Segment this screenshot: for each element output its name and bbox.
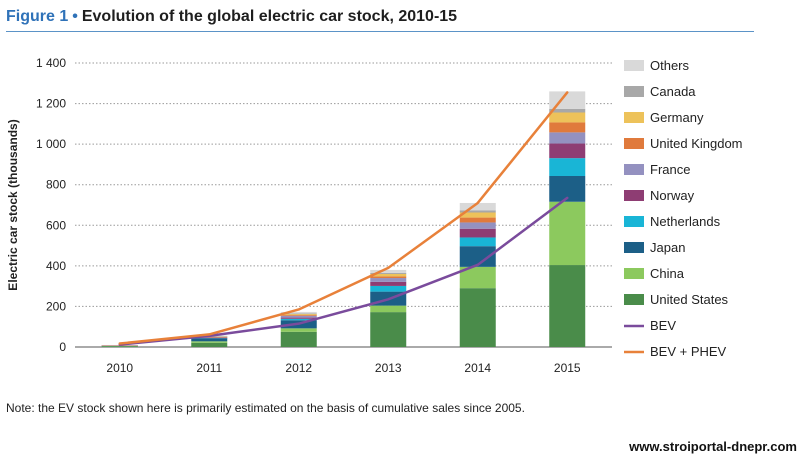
bar-segment	[459, 202, 496, 211]
bar-segment	[370, 278, 407, 282]
title-divider	[6, 31, 754, 32]
legend-label: Canada	[650, 84, 696, 99]
legend-label: United States	[650, 292, 729, 307]
bar-segment	[459, 217, 496, 223]
bar-segment	[370, 269, 407, 273]
x-tick-label: 2015	[554, 361, 581, 375]
legend-swatch	[624, 138, 644, 149]
legend-swatch	[624, 216, 644, 227]
bar-segment	[370, 272, 407, 274]
bar-segment	[191, 338, 228, 339]
bar-segment	[459, 228, 496, 238]
bar-segment	[191, 337, 228, 339]
figure-label: Figure 1	[6, 8, 69, 25]
bar-segment	[549, 112, 586, 123]
bar-segment	[280, 318, 317, 321]
bar-segment	[280, 328, 317, 332]
legend-label: Germany	[650, 110, 704, 125]
y-tick-label: 1 000	[36, 137, 66, 151]
legend-label: United Kingdom	[650, 136, 743, 151]
y-axis-label: Electric car stock (thousands)	[6, 119, 20, 290]
lines	[118, 91, 569, 346]
bar-segment	[370, 273, 407, 277]
bar-segment	[191, 336, 228, 338]
bar-segment	[549, 122, 586, 133]
legend-swatch	[624, 190, 644, 201]
x-axis-ticks: 2010 2011 2012 2013 2014 2015	[106, 361, 581, 375]
bar-segment	[191, 338, 228, 342]
series-line	[118, 91, 569, 345]
bars	[101, 91, 586, 347]
bar-segment	[549, 265, 586, 347]
legend-swatch	[624, 268, 644, 279]
y-tick-label: 600	[46, 218, 66, 232]
x-tick-label: 2014	[464, 361, 491, 375]
gridlines	[75, 62, 612, 348]
figure-title: Figure 1 • Evolution of the global electri…	[6, 6, 457, 28]
figure-bullet: •	[72, 8, 78, 25]
bar-segment	[370, 312, 407, 347]
chart-title: Evolution of the global electric car sto…	[81, 8, 458, 25]
legend-swatch	[624, 242, 644, 253]
bar-segment	[280, 331, 317, 347]
bar-segment	[280, 313, 317, 315]
bar-segment	[370, 276, 407, 279]
legend-swatch	[624, 294, 644, 305]
y-tick-label: 1 400	[36, 56, 66, 70]
bar-segment	[459, 212, 496, 218]
legend-label: Norway	[650, 188, 695, 203]
bar-segment	[459, 237, 496, 247]
bar-segment	[280, 314, 317, 316]
bar-segment	[191, 341, 228, 343]
bar-segment	[549, 143, 586, 159]
y-tick-label: 1 200	[36, 97, 66, 111]
legend-label: China	[650, 266, 685, 281]
x-tick-label: 2012	[285, 361, 312, 375]
bar-segment	[459, 246, 496, 267]
bar-segment	[280, 311, 317, 314]
bar-segment	[370, 305, 407, 313]
legend-label: Netherlands	[650, 214, 721, 229]
bar-segment	[549, 201, 586, 266]
y-tick-label: 800	[46, 178, 66, 192]
watermark: www.stroiportal-dnepr.com	[629, 439, 797, 454]
bar-segment	[280, 315, 317, 318]
legend-label: France	[650, 162, 690, 177]
bar-segment	[549, 132, 586, 144]
legend-swatch	[624, 86, 644, 97]
legend-swatch	[624, 112, 644, 123]
legend-label: Others	[650, 58, 690, 73]
legend-swatch	[624, 60, 644, 71]
bar-segment	[459, 222, 496, 229]
bar-segment	[459, 266, 496, 289]
figure-note: Note: the EV stock shown here is primari…	[6, 401, 525, 415]
bar-segment	[101, 345, 138, 347]
bar-segment	[280, 317, 317, 319]
legend-swatch	[624, 164, 644, 175]
legend-label: BEV + PHEV	[650, 344, 727, 359]
bar-segment	[191, 342, 228, 347]
y-tick-label: 200	[46, 299, 66, 313]
x-tick-label: 2013	[375, 361, 402, 375]
legend-label: BEV	[650, 318, 676, 333]
bar-segment	[549, 158, 586, 176]
y-axis-ticks: 0 200 400 600 800 1 000 1 200 1 400	[36, 56, 66, 354]
bar-segment	[101, 346, 138, 347]
bar-segment	[370, 281, 407, 286]
bar-segment	[370, 285, 407, 292]
series-line	[118, 196, 569, 346]
bar-segment	[549, 108, 586, 113]
bar-segment	[459, 210, 496, 213]
y-tick-label: 0	[59, 340, 66, 354]
x-tick-label: 2011	[196, 361, 222, 375]
legend: Others Canada Germany United Kingdom France N…	[624, 58, 743, 359]
legend-label: Japan	[650, 240, 685, 255]
bar-segment	[459, 288, 496, 347]
x-tick-label: 2010	[106, 361, 133, 375]
bar-segment	[280, 313, 317, 315]
y-tick-label: 400	[46, 259, 66, 273]
